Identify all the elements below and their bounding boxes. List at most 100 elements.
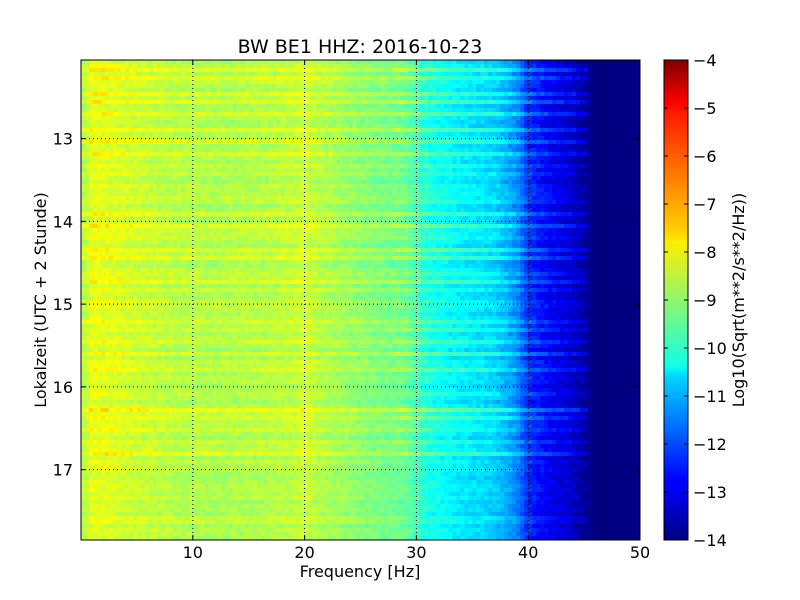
- heatmap-cell: [152, 76, 158, 81]
- heatmap-cell: [412, 116, 417, 121]
- heatmap-cell: [596, 108, 601, 113]
- heatmap-cell: [328, 140, 334, 145]
- heatmap-cell: [228, 68, 234, 73]
- heatmap-cell: [552, 116, 557, 121]
- heatmap-cell: [312, 72, 318, 77]
- heatmap-cell: [528, 168, 533, 173]
- heatmap-cell: [384, 196, 390, 201]
- heatmap-cell: [356, 92, 362, 97]
- heatmap-cell: [132, 100, 138, 105]
- heatmap-cell: [368, 168, 374, 173]
- heatmap-cell: [244, 132, 250, 137]
- heatmap-cell: [584, 180, 589, 185]
- heatmap-cell: [280, 100, 286, 105]
- heatmap-cell: [236, 104, 242, 109]
- heatmap-cell: [524, 112, 529, 117]
- heatmap-cell: [81, 164, 86, 169]
- heatmap-cell: [204, 132, 210, 137]
- heatmap-cell: [188, 168, 194, 173]
- heatmap-cell: [180, 152, 186, 157]
- heatmap-cell: [608, 148, 613, 153]
- heatmap-cell: [596, 120, 601, 125]
- heatmap-cell: [456, 88, 461, 93]
- heatmap-cell: [572, 148, 577, 153]
- heatmap-cell: [340, 192, 346, 197]
- heatmap-cell: [488, 116, 493, 121]
- heatmap-cell: [460, 156, 465, 161]
- heatmap-cell: [224, 148, 230, 153]
- heatmap-cell: [280, 116, 286, 121]
- heatmap-cell: [592, 136, 597, 141]
- heatmap-cell: [460, 140, 465, 145]
- heatmap-cell: [276, 188, 282, 193]
- heatmap-cell: [456, 200, 461, 205]
- heatmap-cell: [420, 64, 425, 69]
- heatmap-cell: [132, 156, 138, 161]
- heatmap-cell: [448, 140, 453, 145]
- heatmap-cell: [508, 108, 513, 113]
- heatmap-cell: [516, 152, 521, 157]
- heatmap-cell: [368, 100, 374, 105]
- heatmap-cell: [492, 144, 497, 149]
- heatmap-cell: [252, 156, 258, 161]
- heatmap-cell: [532, 180, 537, 185]
- heatmap-cell: [184, 72, 190, 77]
- heatmap-cell: [132, 120, 138, 125]
- heatmap-cell: [168, 192, 174, 197]
- heatmap-cell: [636, 160, 640, 165]
- heatmap-cell: [148, 104, 154, 109]
- heatmap-cell: [380, 132, 386, 137]
- heatmap-cell: [504, 116, 509, 121]
- heatmap-cell: [224, 172, 230, 177]
- heatmap-cell: [620, 88, 625, 93]
- heatmap-cell: [288, 140, 294, 145]
- heatmap-cell: [516, 104, 521, 109]
- heatmap-cell: [484, 116, 489, 121]
- heatmap-cell: [444, 196, 449, 201]
- heatmap-cell: [176, 80, 182, 85]
- heatmap-cell: [596, 172, 601, 177]
- heatmap-cell: [81, 180, 86, 185]
- heatmap-cell: [552, 160, 557, 165]
- heatmap-cell: [164, 152, 170, 157]
- heatmap-cell: [144, 76, 150, 81]
- heatmap-cell: [260, 152, 266, 157]
- heatmap-cell: [96, 96, 102, 101]
- heatmap-cell: [92, 116, 98, 121]
- heatmap-cell: [184, 172, 190, 177]
- heatmap-cell: [384, 84, 390, 89]
- heatmap-cell: [108, 80, 114, 85]
- heatmap-cell: [220, 124, 226, 129]
- heatmap-cell: [240, 96, 246, 101]
- heatmap-cell: [96, 84, 102, 89]
- heatmap-cell: [320, 200, 326, 205]
- heatmap-cell: [376, 84, 382, 89]
- heatmap-cell: [340, 112, 346, 117]
- heatmap-cell: [448, 88, 453, 93]
- heatmap-cell: [148, 192, 154, 197]
- heatmap-cell: [272, 164, 278, 169]
- heatmap-cell: [164, 184, 170, 189]
- heatmap-cell: [564, 128, 569, 133]
- heatmap-cell: [244, 76, 250, 81]
- heatmap-cell: [472, 80, 477, 85]
- heatmap-cell: [496, 80, 501, 85]
- heatmap-cell: [364, 180, 370, 185]
- heatmap-cell: [104, 140, 110, 145]
- heatmap-cell: [236, 148, 242, 153]
- heatmap-cell: [508, 164, 513, 169]
- heatmap-cell: [592, 108, 597, 113]
- heatmap-cell: [208, 128, 214, 133]
- heatmap-cell: [388, 64, 394, 69]
- heatmap-cell: [604, 84, 609, 89]
- heatmap-cell: [128, 76, 134, 81]
- heatmap-cell: [316, 76, 322, 81]
- heatmap-cell: [456, 160, 461, 165]
- heatmap-cell: [500, 152, 505, 157]
- heatmap-cell: [524, 108, 529, 113]
- heatmap-cell: [308, 72, 314, 77]
- heatmap-cell: [452, 92, 457, 97]
- heatmap-cell: [364, 144, 370, 149]
- heatmap-cell: [196, 88, 202, 93]
- heatmap-cell: [160, 136, 166, 141]
